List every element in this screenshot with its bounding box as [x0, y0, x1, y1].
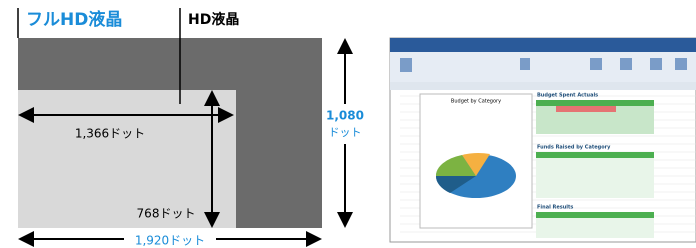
full-height-label: 1,080	[326, 109, 364, 123]
hd-screen	[18, 90, 236, 228]
section-title: Final Results	[537, 205, 573, 211]
full-hd-label: フルHD液晶	[26, 9, 122, 30]
hd-height-label: 768ドット	[137, 207, 196, 221]
section-title: Budget Spent Actuals	[537, 93, 598, 99]
full-width-label: 1,920ドット	[135, 234, 205, 248]
hd-width-label: 1,366ドット	[75, 127, 145, 141]
full-height-unit: ドット	[329, 126, 362, 139]
hd-label: HD液晶	[188, 11, 239, 28]
chart-title: Budget by Category	[451, 99, 501, 105]
section-title: Funds Raised by Category	[537, 145, 611, 151]
spreadsheet-screenshot	[390, 38, 696, 242]
page: フルHD液晶 HD液晶 1,366ドット 768ドット 1,080 ドット 1,…	[0, 0, 696, 248]
